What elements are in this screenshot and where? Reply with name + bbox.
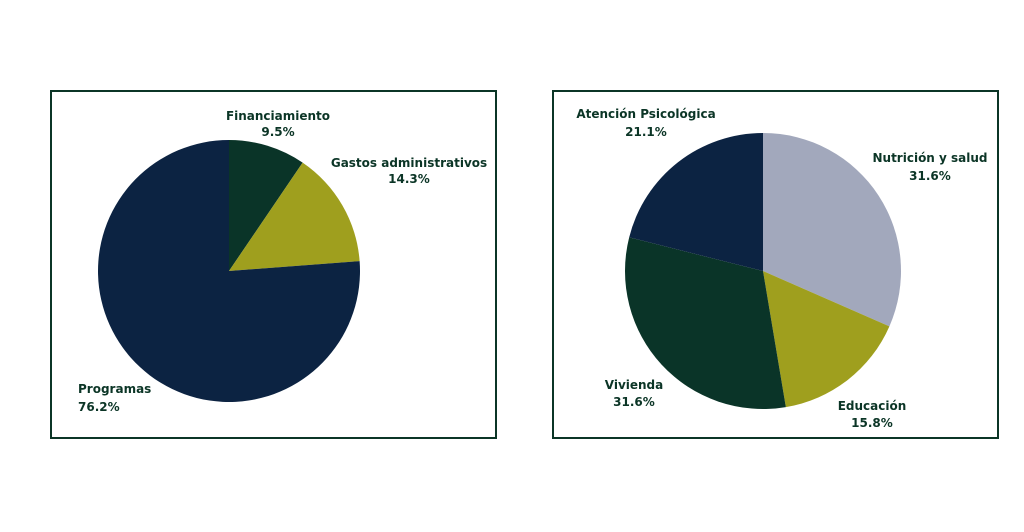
slice-label-educacion: Educación [838,399,907,413]
slice-label-nutricion-y-salud: Nutrición y salud [872,151,987,165]
pie-chart-2: Nutrición y salud 31.6% Educación 15.8% … [576,107,987,430]
pie-slices [625,133,901,410]
slice-label-vivienda: Vivienda [605,378,664,392]
pie-slice-nutricion-y-salud [763,133,901,327]
pie-chart-panel-1: Financiamiento 9.5% Gastos administrativ… [50,90,497,439]
slice-label-atencion-psicologica: Atención Psicológica [576,107,715,121]
slice-label-gastos-administrativos: Gastos administrativos [331,156,487,170]
pie-slice-programas [98,140,361,402]
pie-slice-gastos-administrativos [229,162,360,271]
pie-slice-atencion-psicologica [629,133,763,271]
pie-slices [98,140,361,402]
pie-slice-vivienda [625,237,786,410]
slice-value-financiamiento: 9.5% [261,125,294,139]
pie-chart-panel-2: Nutrición y salud 31.6% Educación 15.8% … [552,90,999,439]
slice-value-programas: 76.2% [78,400,120,414]
slice-label-financiamiento: Financiamiento [226,109,330,123]
slice-label-programas: Programas [78,382,151,396]
pie-labels: Financiamiento 9.5% Gastos administrativ… [78,109,487,414]
pie-slice-educacion [763,271,890,408]
slice-value-educacion: 15.8% [851,416,893,430]
pie-slice-financiamiento [229,140,303,271]
pie-chart-1: Financiamiento 9.5% Gastos administrativ… [78,109,487,414]
slice-value-atencion-psicologica: 21.1% [625,125,667,139]
slice-value-gastos-administrativos: 14.3% [388,172,430,186]
slice-value-vivienda: 31.6% [613,395,655,409]
pie-labels: Nutrición y salud 31.6% Educación 15.8% … [576,107,987,430]
slice-value-nutricion-y-salud: 31.6% [909,169,951,183]
